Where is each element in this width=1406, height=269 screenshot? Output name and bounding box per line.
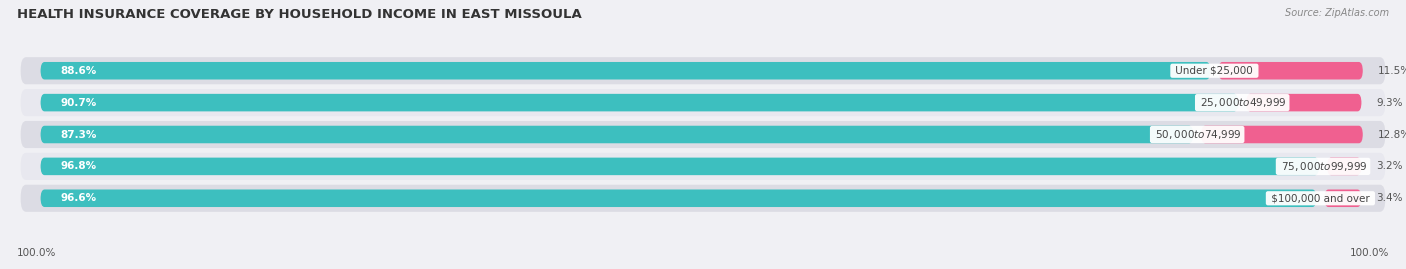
Text: $25,000 to $49,999: $25,000 to $49,999 — [1197, 96, 1288, 109]
Text: 87.3%: 87.3% — [60, 129, 97, 140]
Text: 90.7%: 90.7% — [60, 98, 97, 108]
Text: HEALTH INSURANCE COVERAGE BY HOUSEHOLD INCOME IN EAST MISSOULA: HEALTH INSURANCE COVERAGE BY HOUSEHOLD I… — [17, 8, 582, 21]
FancyBboxPatch shape — [41, 62, 1211, 80]
FancyBboxPatch shape — [21, 153, 1385, 180]
Text: 88.6%: 88.6% — [60, 66, 97, 76]
Text: 9.3%: 9.3% — [1376, 98, 1403, 108]
Text: 96.6%: 96.6% — [60, 193, 97, 203]
FancyBboxPatch shape — [1219, 62, 1362, 80]
FancyBboxPatch shape — [21, 185, 1385, 212]
FancyBboxPatch shape — [1246, 94, 1361, 111]
FancyBboxPatch shape — [1327, 158, 1361, 175]
Text: 3.4%: 3.4% — [1376, 193, 1403, 203]
FancyBboxPatch shape — [1201, 126, 1362, 143]
FancyBboxPatch shape — [41, 94, 1239, 111]
Text: 100.0%: 100.0% — [1350, 248, 1389, 258]
Text: 12.8%: 12.8% — [1378, 129, 1406, 140]
Text: 100.0%: 100.0% — [17, 248, 56, 258]
Text: $75,000 to $99,999: $75,000 to $99,999 — [1278, 160, 1368, 173]
FancyBboxPatch shape — [21, 121, 1385, 148]
FancyBboxPatch shape — [21, 89, 1385, 116]
Text: 11.5%: 11.5% — [1378, 66, 1406, 76]
Text: Source: ZipAtlas.com: Source: ZipAtlas.com — [1285, 8, 1389, 18]
Text: $50,000 to $74,999: $50,000 to $74,999 — [1152, 128, 1243, 141]
Text: 96.8%: 96.8% — [60, 161, 97, 171]
Text: 3.2%: 3.2% — [1376, 161, 1403, 171]
FancyBboxPatch shape — [21, 57, 1385, 84]
Text: $100,000 and over: $100,000 and over — [1268, 193, 1372, 203]
FancyBboxPatch shape — [41, 189, 1316, 207]
FancyBboxPatch shape — [1324, 189, 1361, 207]
Text: Under $25,000: Under $25,000 — [1173, 66, 1257, 76]
FancyBboxPatch shape — [41, 158, 1319, 175]
FancyBboxPatch shape — [41, 126, 1194, 143]
